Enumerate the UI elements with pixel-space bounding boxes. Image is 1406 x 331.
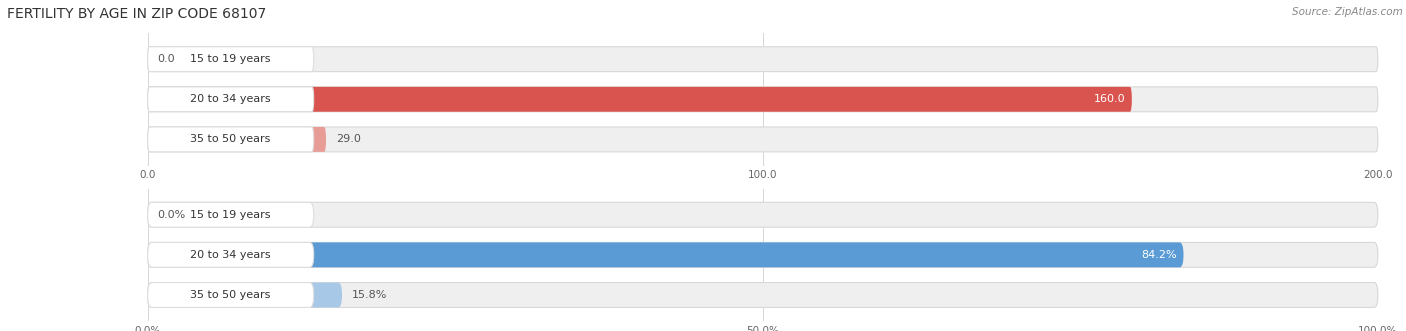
Text: 15.8%: 15.8% <box>352 290 387 300</box>
FancyBboxPatch shape <box>148 202 1378 227</box>
FancyBboxPatch shape <box>148 283 1378 307</box>
Text: 35 to 50 years: 35 to 50 years <box>190 134 271 144</box>
FancyBboxPatch shape <box>148 242 1184 267</box>
Text: 84.2%: 84.2% <box>1142 250 1177 260</box>
Text: 29.0: 29.0 <box>336 134 361 144</box>
Text: Source: ZipAtlas.com: Source: ZipAtlas.com <box>1292 7 1403 17</box>
Text: 0.0%: 0.0% <box>157 210 186 220</box>
FancyBboxPatch shape <box>148 87 1132 112</box>
FancyBboxPatch shape <box>148 283 314 307</box>
Text: FERTILITY BY AGE IN ZIP CODE 68107: FERTILITY BY AGE IN ZIP CODE 68107 <box>7 7 266 21</box>
Text: 35 to 50 years: 35 to 50 years <box>190 290 271 300</box>
FancyBboxPatch shape <box>148 87 1378 112</box>
FancyBboxPatch shape <box>148 47 1378 71</box>
Text: 15 to 19 years: 15 to 19 years <box>190 210 271 220</box>
FancyBboxPatch shape <box>148 283 342 307</box>
FancyBboxPatch shape <box>148 127 314 152</box>
FancyBboxPatch shape <box>148 127 1378 152</box>
Text: 20 to 34 years: 20 to 34 years <box>190 94 271 104</box>
Text: 15 to 19 years: 15 to 19 years <box>190 54 271 64</box>
FancyBboxPatch shape <box>148 242 1378 267</box>
Text: 160.0: 160.0 <box>1094 94 1126 104</box>
FancyBboxPatch shape <box>148 242 314 267</box>
FancyBboxPatch shape <box>148 202 314 227</box>
Text: 20 to 34 years: 20 to 34 years <box>190 250 271 260</box>
FancyBboxPatch shape <box>148 87 314 112</box>
FancyBboxPatch shape <box>148 127 326 152</box>
Text: 0.0: 0.0 <box>157 54 176 64</box>
FancyBboxPatch shape <box>148 47 314 71</box>
